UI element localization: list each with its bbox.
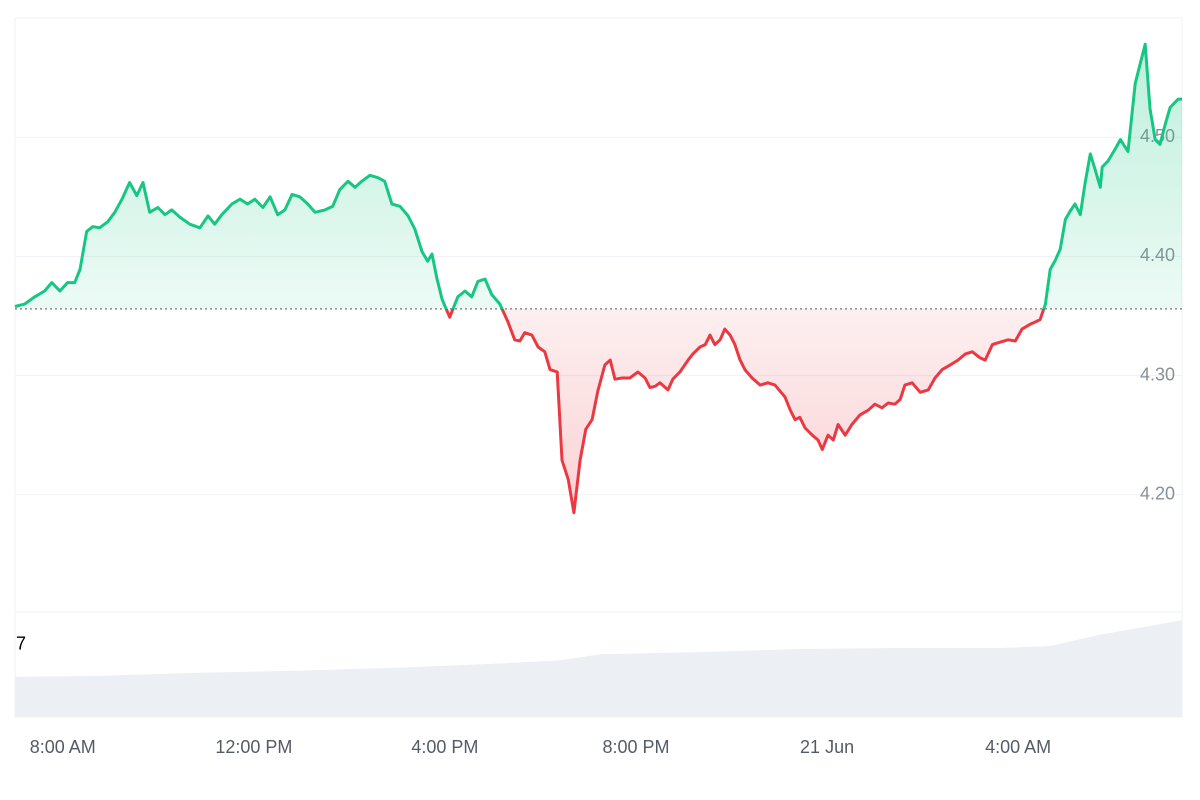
volume-tick-label: 7: [16, 634, 26, 654]
x-tick-label: 8:00 PM: [602, 737, 669, 757]
y-tick-label: 4.20: [1140, 484, 1175, 504]
x-tick-label: 21 Jun: [800, 737, 854, 757]
y-tick-label: 4.30: [1140, 364, 1175, 384]
price-area: [15, 44, 1182, 513]
x-tick-label: 4:00 PM: [411, 737, 478, 757]
x-tick-label: 12:00 PM: [215, 737, 292, 757]
x-tick-label: 4:00 AM: [985, 737, 1051, 757]
volume-area: [15, 620, 1182, 717]
price-line: [14, 42, 1182, 515]
x-tick-label: 8:00 AM: [30, 737, 96, 757]
